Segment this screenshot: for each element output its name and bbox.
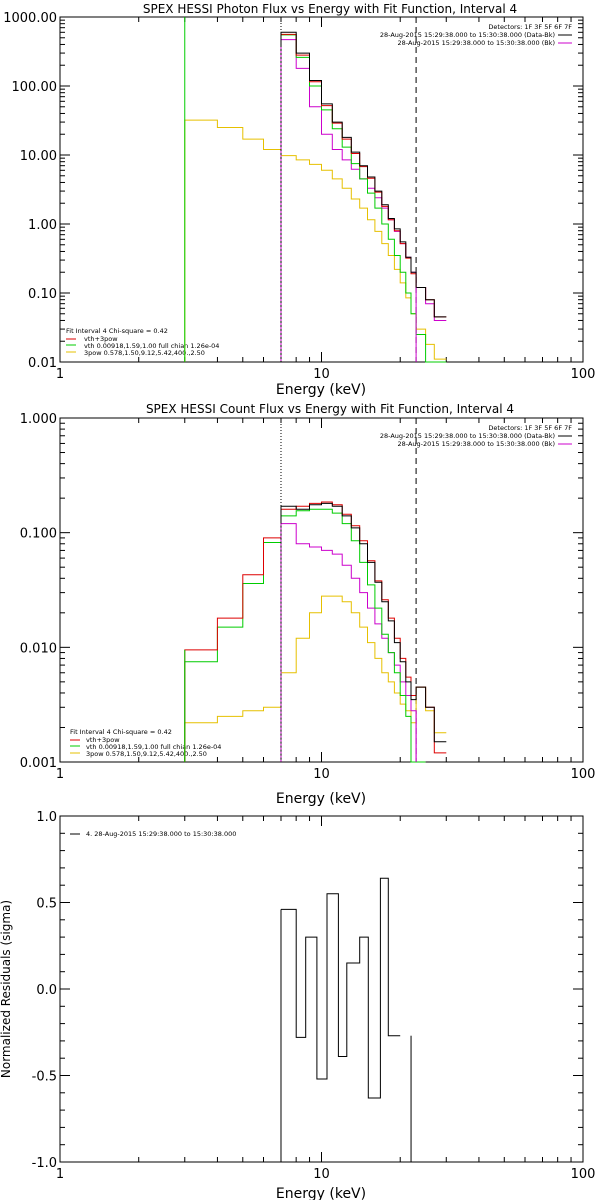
legend: Fit Interval 4 Chi-square = 0.42 vth+3po… (66, 327, 219, 357)
header-line-2: 28-Aug-2015 15:29:38.000 to 15:30:38.000… (380, 31, 555, 39)
legend-entry-2: vth 0.00918,1.59,1.00 full chian 1.26e-0… (84, 342, 219, 350)
y-tick-label: 100.00 (12, 80, 58, 95)
x-tick-label: 10 (313, 1167, 330, 1182)
series-vth-green (280, 34, 447, 363)
plot-frame (59, 417, 584, 763)
chart-title: SPEX HESSI Photon Flux vs Energy with Fi… (143, 2, 517, 16)
series-bk-magenta (280, 39, 447, 362)
y-tick-label: 0.01 (28, 356, 57, 371)
series-vth-green (184, 508, 426, 763)
photon-flux-panel: SPEX HESSI Photon Flux vs Energy with Fi… (3, 2, 595, 398)
y-tick-label: 0.0 (36, 983, 57, 998)
x-ticks: 1 10 100 (56, 816, 596, 1182)
y-ticks: -1.0 -0.5 0.0 0.5 1.0 (32, 810, 583, 1171)
x-ticks: 1 10 100 (56, 418, 596, 782)
legend-entry-1: vth+3pow (86, 736, 120, 744)
legend-title: Fit Interval 4 Chi-square = 0.42 (70, 728, 172, 736)
residuals-panel: Energy (keV) Normalized Residuals (sigma… (0, 810, 595, 1200)
count-flux-panel: SPEX HESSI Count Flux vs Energy with Fit… (20, 402, 596, 807)
header-line-1: Detectors: 1F 3F 5F 6F 7F (488, 23, 572, 31)
legend-entry-2: vth 0.00918,1.59,1.00 full chian 1.26e-0… (86, 743, 221, 751)
series-3pow-yellow (184, 595, 447, 762)
x-tick-label: 1 (56, 1167, 64, 1182)
legend: Fit Interval 4 Chi-square = 0.42 vth+3po… (70, 728, 221, 758)
series-bk-magenta (280, 523, 426, 763)
series-group (184, 17, 447, 363)
legend-entry-1: vth+3pow (84, 335, 118, 343)
y-tick-label: 0.5 (36, 897, 57, 912)
y-tick-label: 1000.00 (3, 11, 57, 26)
series-fit-total-red (184, 501, 447, 762)
series-group (184, 501, 447, 763)
header-line-1: Detectors: 1F 3F 5F 6F 7F (488, 424, 572, 432)
x-axis-label: Energy (keV) (276, 791, 366, 807)
header-line-3: 28-Aug-2015 15:29:38.000 to 15:30:38.000… (398, 440, 555, 448)
y-axis-label: Normalized Residuals (sigma) (0, 900, 13, 1078)
legend-title: Fit Interval 4 Chi-square = 0.42 (66, 327, 168, 335)
y-tick-label: 0.001 (20, 756, 57, 771)
y-ticks: 0.001 0.010 0.100 1.000 (20, 412, 583, 771)
y-tick-label: 10.00 (20, 149, 57, 164)
plot-frame (59, 815, 584, 1163)
x-tick-label: 100 (571, 767, 596, 782)
x-tick-label: 100 (571, 367, 596, 382)
y-tick-label: 1.000 (20, 412, 57, 427)
x-tick-label: 10 (313, 767, 330, 782)
y-tick-label: 1.0 (36, 810, 57, 825)
chart-title: SPEX HESSI Count Flux vs Energy with Fit… (146, 402, 514, 416)
plot-frame (59, 16, 584, 363)
x-tick-label: 1 (56, 367, 64, 382)
y-tick-label: 0.100 (20, 527, 57, 542)
legend-entry-3: 3pow 0.578,1.50,9.12,5.42,400.,2.50 (86, 750, 207, 758)
header-line-3: 28-Aug-2015 15:29:38.000 to 15:30:38.000… (398, 39, 555, 47)
x-tick-label: 100 (571, 1167, 596, 1182)
series-group (280, 877, 412, 1162)
header-block: Detectors: 1F 3F 5F 6F 7F 28-Aug-2015 15… (380, 23, 572, 47)
legend-entry-3: 3pow 0.578,1.50,9.12,5.42,400.,2.50 (84, 349, 205, 357)
series-data-black (280, 31, 447, 362)
series-3pow-yellow (184, 119, 447, 362)
y-tick-label: 0.010 (20, 641, 57, 656)
legend-entry-1: 4. 28-Aug-2015 15:29:38.000 to 15:30:38.… (86, 830, 236, 838)
legend: 4. 28-Aug-2015 15:29:38.000 to 15:30:38.… (70, 830, 236, 838)
x-tick-label: 10 (313, 367, 330, 382)
x-axis-label: Energy (keV) (276, 382, 366, 398)
header-block: Detectors: 1F 3F 5F 6F 7F 28-Aug-2015 15… (380, 424, 572, 448)
series-fit-total-red (280, 33, 447, 362)
header-line-2: 28-Aug-2015 15:29:38.000 to 15:30:38.000… (380, 432, 555, 440)
y-ticks: 0.01 0.10 1.00 10.00 100.00 1000.00 (3, 11, 583, 371)
x-axis-label: Energy (keV) (276, 1186, 366, 1200)
y-tick-label: 1.00 (28, 218, 57, 233)
y-tick-label: -0.5 (32, 1070, 57, 1085)
x-tick-label: 1 (56, 767, 64, 782)
series-data-black (280, 502, 447, 762)
y-tick-label: 0.10 (28, 287, 57, 302)
series-data-black (281, 877, 401, 1099)
y-tick-label: -1.0 (32, 1156, 57, 1171)
